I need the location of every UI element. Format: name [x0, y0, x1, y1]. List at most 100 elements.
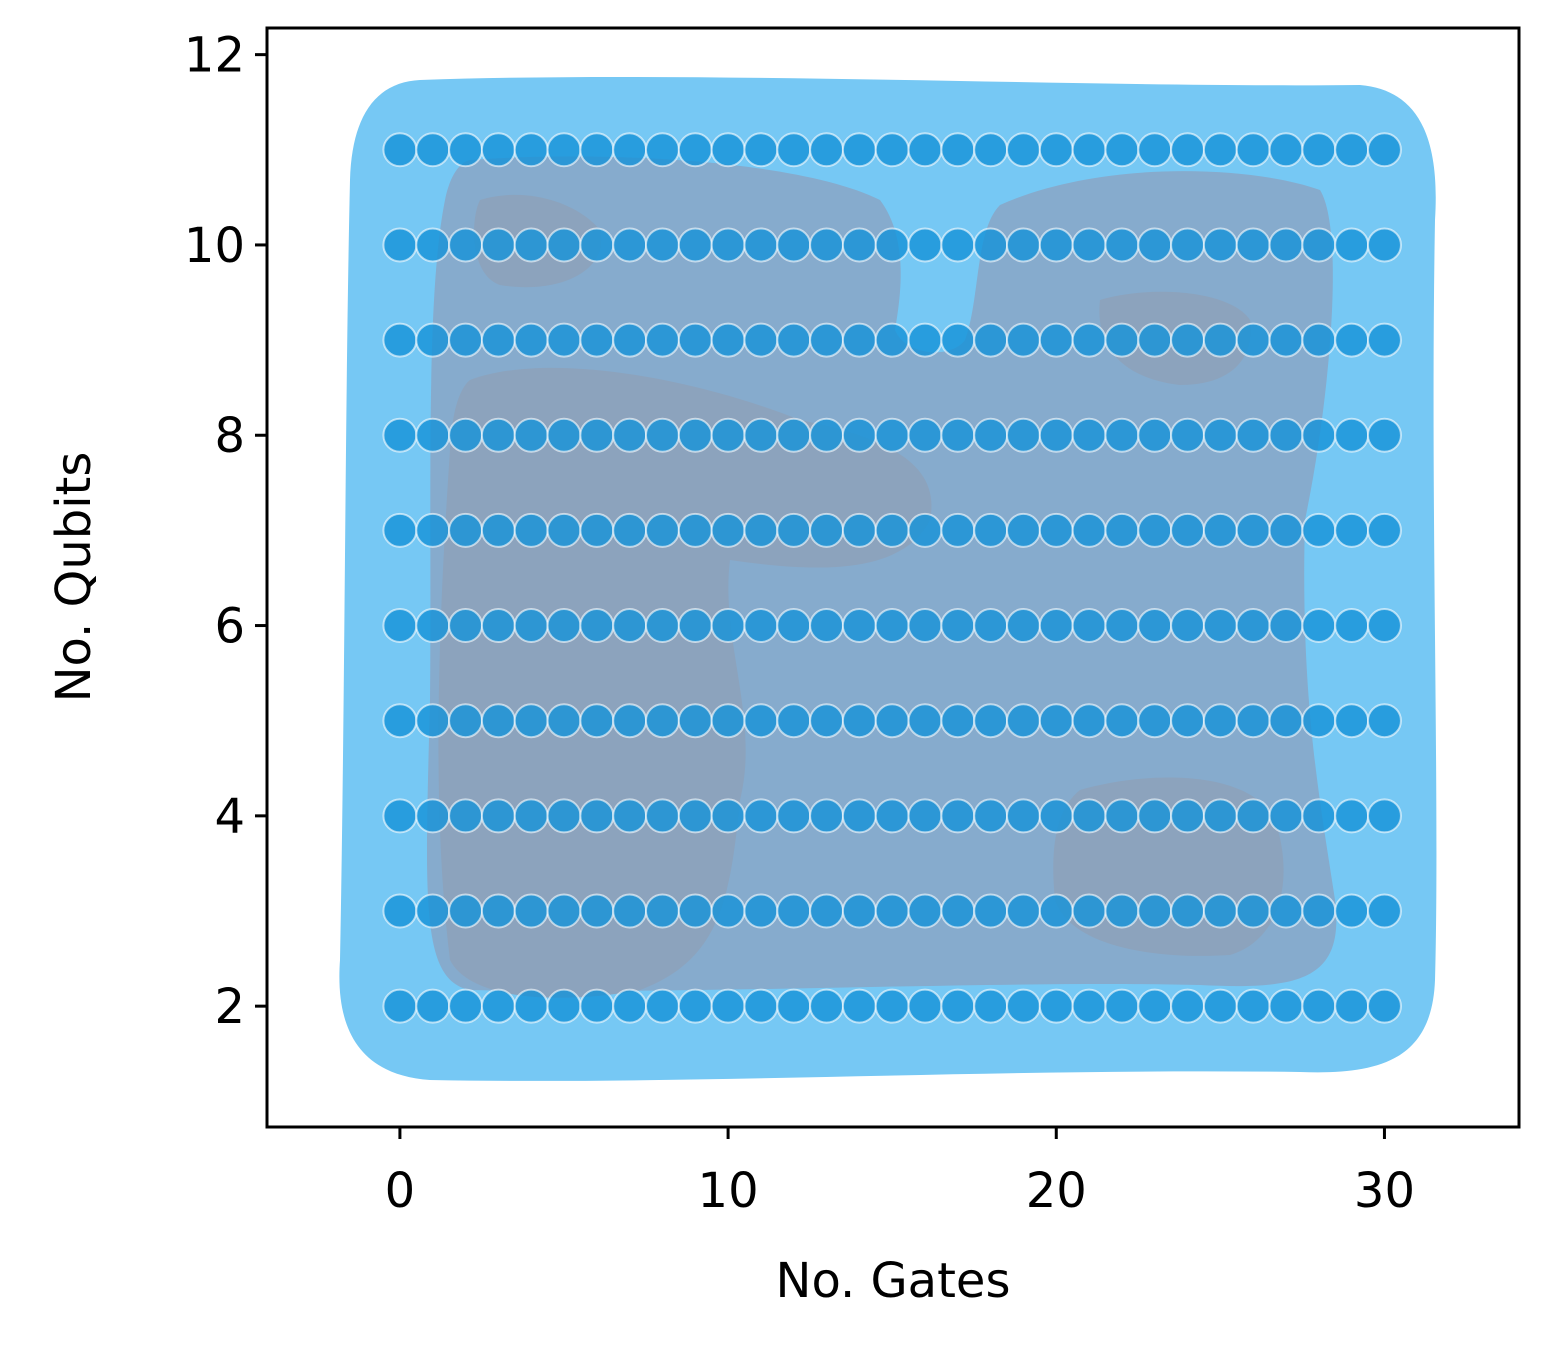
- point: [1301, 417, 1337, 453]
- point: [776, 512, 812, 548]
- point: [1137, 608, 1173, 644]
- point: [776, 893, 812, 929]
- point: [1235, 608, 1271, 644]
- point: [841, 608, 877, 644]
- point: [874, 893, 910, 929]
- point: [579, 227, 615, 263]
- point: [1137, 893, 1173, 929]
- point: [973, 893, 1009, 929]
- point: [1235, 417, 1271, 453]
- point: [1235, 798, 1271, 834]
- point: [1301, 608, 1337, 644]
- point: [776, 608, 812, 644]
- point: [1038, 798, 1074, 834]
- point: [841, 132, 877, 168]
- point: [1170, 798, 1206, 834]
- point: [1071, 703, 1107, 739]
- point: [579, 988, 615, 1024]
- point: [1301, 512, 1337, 548]
- point: [710, 988, 746, 1024]
- point: [480, 988, 516, 1024]
- point: [1038, 322, 1074, 358]
- point: [1038, 512, 1074, 548]
- point: [1235, 227, 1271, 263]
- point: [1301, 893, 1337, 929]
- point: [1366, 893, 1402, 929]
- point: [1268, 417, 1304, 453]
- point: [907, 322, 943, 358]
- point: [382, 893, 418, 929]
- y-tick-label: 8: [214, 408, 245, 464]
- point: [809, 608, 845, 644]
- point: [415, 893, 451, 929]
- point: [1038, 132, 1074, 168]
- point: [776, 988, 812, 1024]
- point: [1235, 988, 1271, 1024]
- point: [546, 227, 582, 263]
- point: [579, 132, 615, 168]
- point: [382, 512, 418, 548]
- point: [480, 893, 516, 929]
- point: [1268, 608, 1304, 644]
- point: [579, 322, 615, 358]
- point: [1202, 227, 1238, 263]
- y-tick-label: 4: [214, 789, 245, 845]
- point: [415, 417, 451, 453]
- point: [1137, 988, 1173, 1024]
- point: [1137, 798, 1173, 834]
- point: [907, 798, 943, 834]
- point: [743, 512, 779, 548]
- point: [612, 512, 648, 548]
- point: [382, 227, 418, 263]
- point: [448, 227, 484, 263]
- point: [1104, 417, 1140, 453]
- point: [973, 132, 1009, 168]
- point: [612, 798, 648, 834]
- point: [677, 512, 713, 548]
- point: [644, 417, 680, 453]
- point: [1366, 512, 1402, 548]
- point: [612, 893, 648, 929]
- point: [907, 893, 943, 929]
- point: [1301, 988, 1337, 1024]
- point: [1334, 608, 1370, 644]
- point: [448, 893, 484, 929]
- point: [1005, 798, 1041, 834]
- point: [940, 608, 976, 644]
- point: [1170, 512, 1206, 548]
- point: [1071, 132, 1107, 168]
- point: [809, 988, 845, 1024]
- point: [809, 417, 845, 453]
- point: [874, 512, 910, 548]
- point: [612, 417, 648, 453]
- point: [1104, 132, 1140, 168]
- point: [940, 322, 976, 358]
- point: [841, 322, 877, 358]
- y-tick-label: 12: [184, 28, 245, 84]
- point: [776, 132, 812, 168]
- point: [513, 798, 549, 834]
- point: [644, 322, 680, 358]
- point: [1005, 132, 1041, 168]
- point: [1301, 227, 1337, 263]
- point: [710, 893, 746, 929]
- y-tick-label: 6: [214, 599, 245, 655]
- point: [809, 798, 845, 834]
- point: [480, 322, 516, 358]
- point: [1005, 417, 1041, 453]
- point: [1235, 322, 1271, 358]
- point: [480, 703, 516, 739]
- point: [644, 893, 680, 929]
- point: [546, 512, 582, 548]
- point: [776, 227, 812, 263]
- point: [546, 322, 582, 358]
- point: [1170, 322, 1206, 358]
- point: [1104, 703, 1140, 739]
- point: [841, 512, 877, 548]
- point: [644, 227, 680, 263]
- point: [973, 322, 1009, 358]
- point: [579, 703, 615, 739]
- point: [513, 132, 549, 168]
- point: [415, 988, 451, 1024]
- point: [1301, 322, 1337, 358]
